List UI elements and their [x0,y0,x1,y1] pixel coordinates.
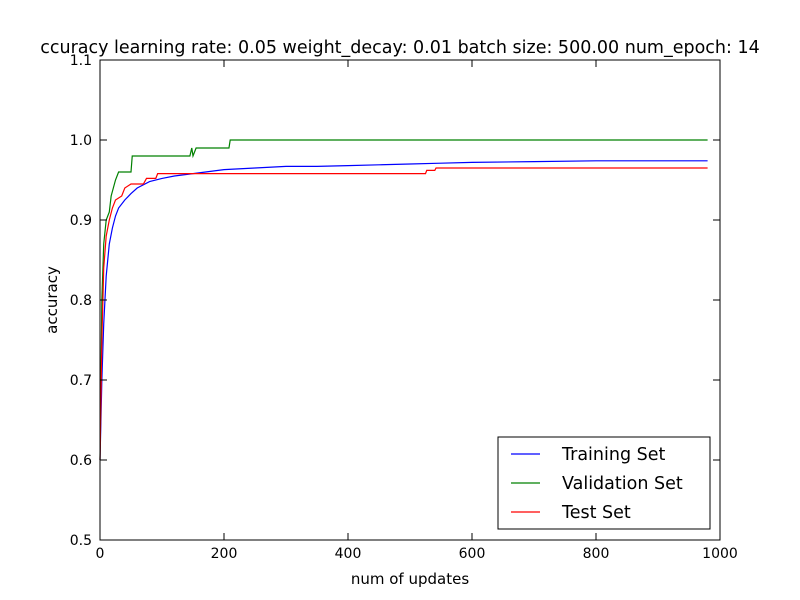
x-tick-label: 600 [459,546,486,562]
x-tick-label: 200 [211,546,238,562]
chart-title: ccuracy learning rate: 0.05 weight_decay… [40,38,759,58]
x-tick-label: 400 [335,546,362,562]
y-tick-label: 1.1 [70,53,92,69]
y-tick-label: 0.9 [70,213,92,229]
x-tick-label: 0 [96,546,105,562]
y-tick-label: 0.7 [70,373,92,389]
legend-label-validation-set: Validation Set [562,474,683,494]
y-tick-label: 0.5 [70,533,92,549]
y-tick-label: 0.8 [70,293,92,309]
x-axis-label: num of updates [351,570,469,588]
x-tick-label: 1000 [702,546,738,562]
y-axis-label: accuracy [43,266,61,334]
ticks-layer: 0 200 400 600 800 1000 0.5 0.6 0.7 0.8 0.9 1.0 1.1 [70,53,738,562]
series-line-training-set [99,160,708,461]
y-tick-label: 0.6 [70,453,92,469]
x-tick-label: 800 [583,546,610,562]
series-layer [99,139,708,461]
legend-label-test-set: Test Set [561,503,631,523]
legend-label-training-set: Training Set [561,445,665,465]
legend: Training Set Validation Set Test Set [497,436,711,530]
y-tick-label: 1.0 [70,133,92,149]
plot-frame [99,59,721,541]
series-line-test-set [99,167,708,461]
series-line-validation-set [99,139,708,461]
